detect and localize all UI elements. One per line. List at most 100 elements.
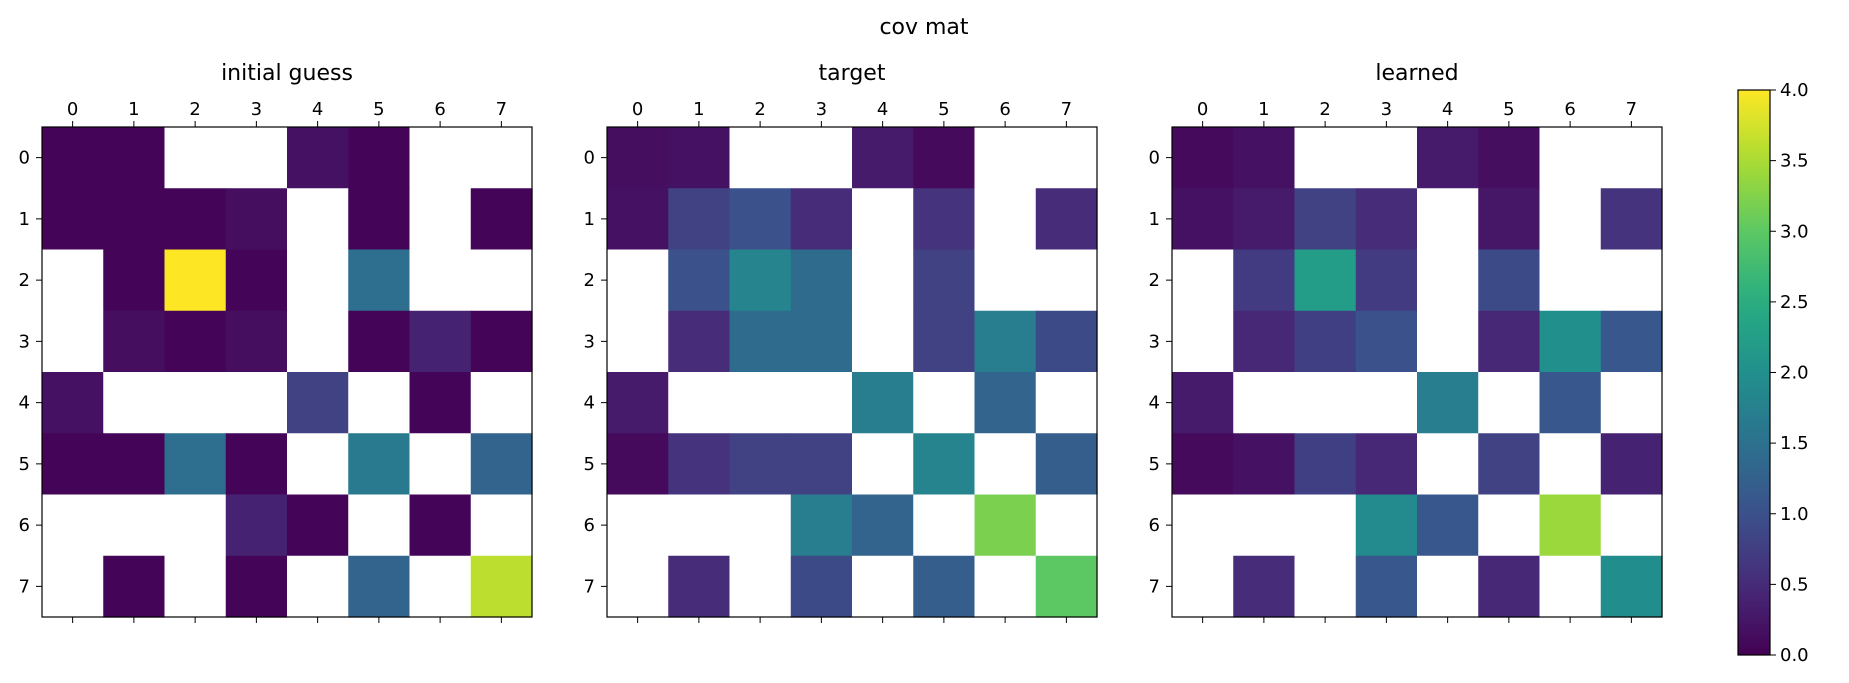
heatmap-cell xyxy=(409,310,472,373)
heatmap-cell xyxy=(287,372,349,434)
heatmap-cell xyxy=(287,433,349,496)
heatmap-cell xyxy=(1600,433,1663,496)
heatmap-cell xyxy=(729,188,792,251)
heatmap-cell xyxy=(1355,249,1418,312)
heatmap-cell xyxy=(1539,249,1602,312)
heatmap-cell xyxy=(1539,188,1602,251)
x-tick-label: 7 xyxy=(1061,99,1072,120)
heatmap-cell xyxy=(1417,555,1479,618)
heatmap-cell xyxy=(1539,372,1602,434)
heatmap-cell xyxy=(790,249,853,312)
heatmap-cell xyxy=(1600,372,1663,434)
y-tick-label: 4 xyxy=(19,393,30,414)
y-tick-label: 1 xyxy=(19,209,30,230)
heatmap-cell xyxy=(1600,127,1663,189)
heatmap-cell xyxy=(607,372,669,434)
heatmap-1: initial guess 0 1 2 3 4 5 6 7 0 1 2 3 4 5 6 7 xyxy=(19,61,533,623)
y-tick-label: 3 xyxy=(19,331,30,352)
colorbar-tick-label: 0.5 xyxy=(1780,574,1809,595)
heatmap-cell xyxy=(1355,127,1418,189)
heatmap-cell xyxy=(1035,433,1098,496)
heatmap-cell xyxy=(1294,249,1357,312)
heatmap-cell xyxy=(348,372,411,434)
heatmap-cell xyxy=(409,188,472,251)
heatmap-cell xyxy=(470,188,533,251)
heatmap-cell xyxy=(1294,188,1357,251)
heatmap-cell xyxy=(470,494,533,557)
heatmap-cell xyxy=(1233,127,1296,189)
heatmap-cell xyxy=(287,188,349,251)
x-tick-label: 1 xyxy=(1258,99,1269,120)
heatmap-cell xyxy=(790,555,853,618)
heatmap-cell xyxy=(42,494,104,557)
y-tick-label: 2 xyxy=(584,270,595,291)
x-tick-label: 0 xyxy=(1197,99,1208,120)
heatmap-2: target 0 1 2 3 4 5 6 7 0 1 2 3 4 5 6 7 xyxy=(584,61,1098,623)
x-tick-label: 3 xyxy=(1381,99,1392,120)
y-tick-label: 7 xyxy=(19,576,30,597)
colorbar-tick-label: 0.0 xyxy=(1780,645,1809,666)
heatmap-cell xyxy=(287,310,349,373)
y-tick-label: 1 xyxy=(1149,209,1160,230)
heatmap-cell xyxy=(1294,494,1357,557)
heatmap-cell xyxy=(348,249,411,312)
y-tick-label: 0 xyxy=(19,148,30,169)
heatmap-title: target xyxy=(819,61,886,86)
heatmap-cell xyxy=(913,555,976,618)
heatmap-cell xyxy=(668,310,731,373)
heatmap-cell xyxy=(1172,494,1234,557)
heatmap-cell xyxy=(668,372,731,434)
heatmap-cell xyxy=(974,127,1037,189)
x-tick-label: 4 xyxy=(1442,99,1453,120)
heatmap-cell xyxy=(470,310,533,373)
heatmap-cell xyxy=(103,433,166,496)
heatmap-cell xyxy=(42,188,104,251)
y-tick-label: 1 xyxy=(584,209,595,230)
heatmap-cell xyxy=(348,555,411,618)
heatmap-cell xyxy=(164,494,227,557)
heatmap-cell xyxy=(1539,310,1602,373)
heatmap-cell xyxy=(225,127,288,189)
heatmap-cell xyxy=(668,494,731,557)
colorbar: 0.0 0.5 1.0 1.5 2.0 2.5 3.0 3.5 4.0 xyxy=(1737,80,1809,666)
heatmap-cell xyxy=(348,310,411,373)
heatmap-cell xyxy=(668,188,731,251)
heatmap-cell xyxy=(225,188,288,251)
colorbar-tick-label: 3.0 xyxy=(1780,221,1809,242)
heatmap-cell xyxy=(790,310,853,373)
heatmap-cell xyxy=(1035,310,1098,373)
heatmap-cell xyxy=(1233,310,1296,373)
heatmap-cell xyxy=(790,433,853,496)
colorbar-tick-label: 3.5 xyxy=(1780,151,1809,172)
heatmap-cell xyxy=(729,127,792,189)
heatmap-cell xyxy=(729,494,792,557)
x-tick-label: 1 xyxy=(128,99,139,120)
heatmap-cell xyxy=(607,127,669,189)
heatmap-cell xyxy=(913,188,976,251)
heatmap-cell xyxy=(164,372,227,434)
heatmap-cell xyxy=(409,372,472,434)
heatmap-cell xyxy=(852,249,914,312)
heatmap-cell xyxy=(852,188,914,251)
x-tick-label: 3 xyxy=(816,99,827,120)
heatmap-cell xyxy=(974,433,1037,496)
heatmap-cell xyxy=(1355,372,1418,434)
heatmap-cell xyxy=(974,555,1037,618)
y-tick-label: 0 xyxy=(584,148,595,169)
heatmap-frame xyxy=(1171,126,1663,618)
heatmap-cell xyxy=(852,310,914,373)
heatmap-cell xyxy=(1294,127,1357,189)
heatmap-cell xyxy=(1355,494,1418,557)
heatmap-cell xyxy=(607,555,669,618)
heatmap-cell xyxy=(409,127,472,189)
x-tick-label: 2 xyxy=(754,99,765,120)
heatmap-cell xyxy=(348,127,411,189)
heatmap-cell xyxy=(164,433,227,496)
y-tick-label: 4 xyxy=(1149,393,1160,414)
heatmap-cell xyxy=(225,372,288,434)
heatmap-cell xyxy=(103,555,166,618)
heatmap-cell xyxy=(42,433,104,496)
heatmap-cell xyxy=(103,310,166,373)
colorbar-tick-label: 1.0 xyxy=(1780,504,1809,525)
heatmap-cell xyxy=(913,127,976,189)
